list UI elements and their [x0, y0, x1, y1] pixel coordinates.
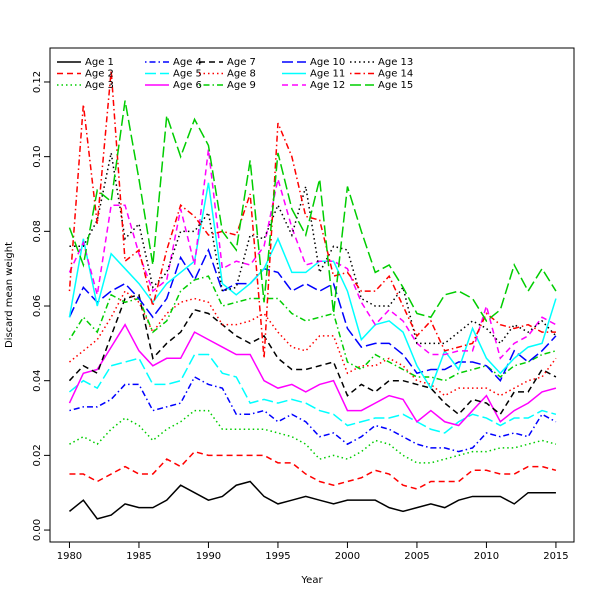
x-tick-label: 1980 [57, 551, 82, 562]
y-axis-label: Discard mean weight [4, 242, 15, 348]
legend-label: Age 1 [85, 57, 114, 68]
series-line [68, 247, 557, 383]
legend-label: Age 4 [173, 57, 202, 68]
series-line [68, 293, 557, 416]
series-line [68, 182, 557, 390]
y-tick-label: 0.00 [32, 519, 43, 541]
series-line [68, 149, 557, 360]
y-tick-label: 0.06 [32, 295, 43, 317]
y-tick-label: 0.02 [32, 444, 43, 466]
series-line [68, 275, 557, 382]
series-line [68, 289, 557, 397]
legend-label: Age 7 [227, 57, 256, 68]
series-line [68, 353, 557, 434]
legend-label: Age 9 [227, 80, 256, 91]
series-line [68, 480, 556, 520]
y-tick-label: 0.12 [32, 71, 43, 93]
legend-label: Age 2 [85, 69, 114, 80]
x-axis-label: Year [300, 575, 323, 586]
y-tick-label: 0.04 [32, 370, 43, 392]
x-tick-label: 1985 [126, 551, 151, 562]
series-line [69, 152, 557, 345]
series-line [68, 100, 557, 323]
y-tick-label: 0.08 [32, 220, 43, 242]
legend-label: Age 14 [378, 69, 413, 80]
legend-label: Age 13 [378, 57, 413, 68]
legend-label: Age 3 [85, 80, 114, 91]
legend-label: Age 12 [310, 80, 345, 91]
series-line [68, 70, 556, 359]
x-tick-label: 1990 [196, 551, 221, 562]
legend-label: Age 11 [310, 69, 345, 80]
x-tick-label: 2010 [474, 551, 499, 562]
series-line [69, 450, 557, 490]
x-tick-label: 2000 [335, 551, 360, 562]
x-tick-label: 2015 [543, 551, 568, 562]
legend-label: Age 5 [173, 69, 202, 80]
x-tick-label: 1995 [265, 551, 290, 562]
legend-label: Age 8 [227, 69, 256, 80]
x-tick-label: 2005 [404, 551, 429, 562]
series-line [69, 375, 557, 453]
legend-label: Age 6 [173, 80, 202, 91]
legend-label: Age 15 [378, 80, 413, 91]
legend-label: Age 10 [310, 57, 345, 68]
y-tick-label: 0.10 [32, 146, 43, 168]
series-line [68, 323, 557, 427]
